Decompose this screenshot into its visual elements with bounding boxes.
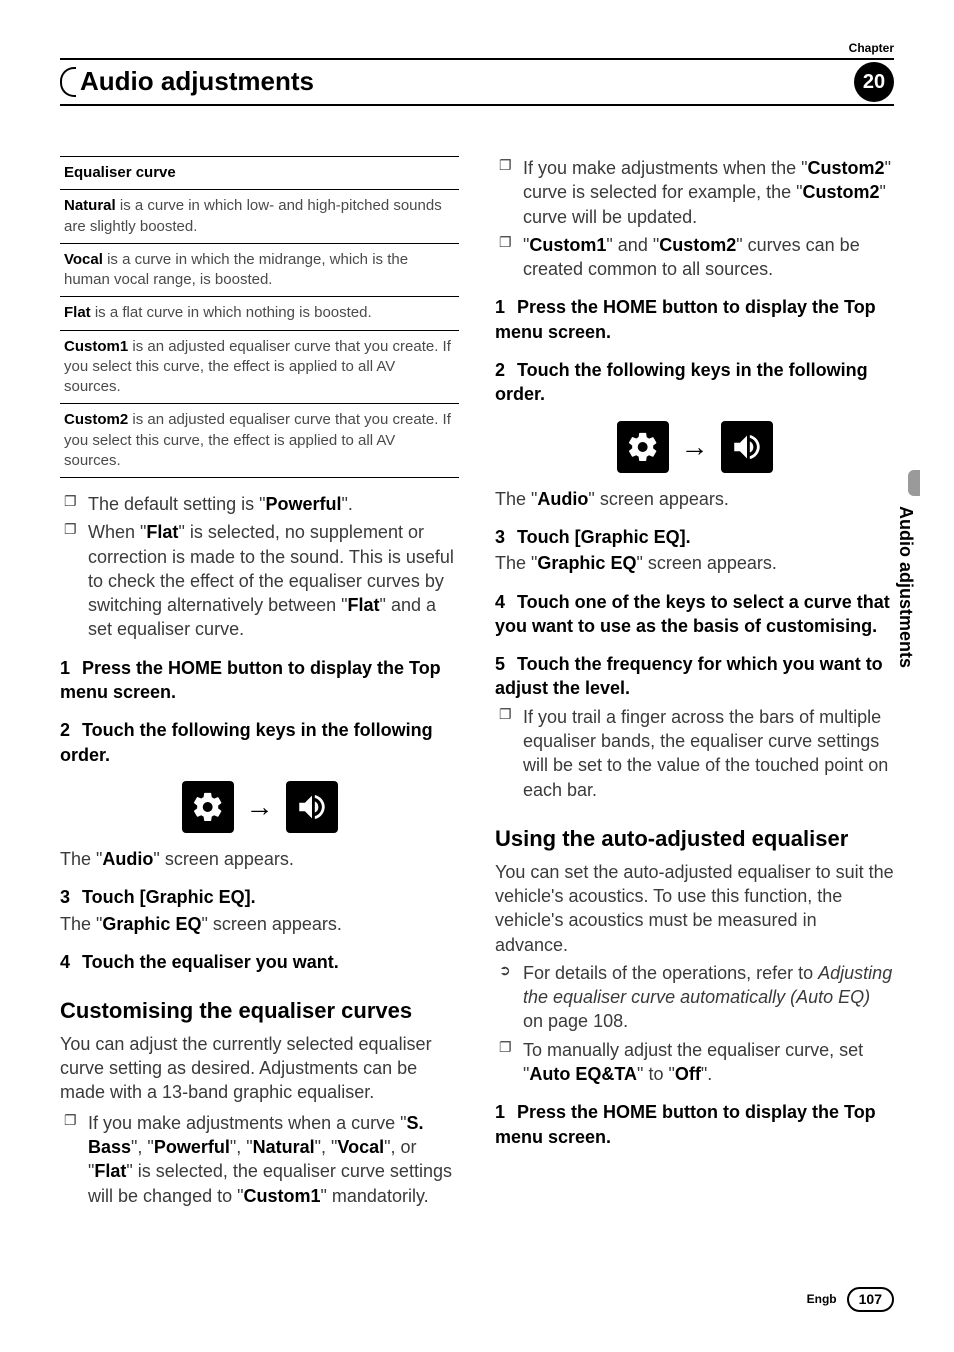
note-bullet: ❐ If you trail a finger across the bars … [499, 705, 894, 802]
bullet-icon: ❐ [64, 1111, 80, 1208]
left-column: Equaliser curve Natural is a curve in wh… [60, 156, 459, 1212]
speaker-icon [721, 421, 773, 473]
body-text: The "Graphic EQ" screen appears. [60, 912, 459, 936]
settings-icon [182, 781, 234, 833]
table-row: Natural is a curve in which low- and hig… [60, 190, 459, 244]
arrow-icon: → [681, 428, 709, 466]
step-heading: 3Touch [Graphic EQ]. [495, 525, 894, 549]
right-column: ❐ If you make adjustments when the "Cust… [495, 156, 894, 1212]
bullet-icon: ❐ [499, 156, 515, 229]
note-bullet: ❐ When "Flat" is selected, no supplement… [64, 520, 459, 641]
chapter-number-badge: 20 [854, 62, 894, 102]
speaker-icon [286, 781, 338, 833]
bullet-icon: ❐ [499, 1038, 515, 1087]
step-heading: 4Touch the equaliser you want. [60, 950, 459, 974]
table-row: Vocal is a curve in which the midrange, … [60, 244, 459, 298]
step-heading: 1Press the HOME button to display the To… [60, 656, 459, 705]
side-tab: Audio adjustments [896, 470, 920, 730]
step-heading: 1Press the HOME button to display the To… [495, 295, 894, 344]
body-text: You can adjust the currently selected eq… [60, 1032, 459, 1105]
note-bullet: ❐ If you make adjustments when a curve "… [64, 1111, 459, 1208]
step-heading: 1Press the HOME button to display the To… [495, 1100, 894, 1149]
step-heading: 5Touch the frequency for which you want … [495, 652, 894, 701]
step-heading: 4Touch one of the keys to select a curve… [495, 590, 894, 639]
table-header: Equaliser curve [60, 157, 459, 190]
page-title: Audio adjustments [60, 64, 846, 99]
bullet-icon: ❐ [499, 705, 515, 802]
table-row: Flat is a flat curve in which nothing is… [60, 297, 459, 330]
step-heading: 2Touch the following keys in the followi… [60, 718, 459, 767]
chapter-header: Audio adjustments 20 [60, 58, 894, 106]
note-bullet: ❐ To manually adjust the equaliser curve… [499, 1038, 894, 1087]
key-sequence: → [60, 781, 459, 833]
body-text: The "Graphic EQ" screen appears. [495, 551, 894, 575]
note-bullet: ❐ If you make adjustments when the "Cust… [499, 156, 894, 229]
reference-icon: ➲ [499, 961, 515, 1034]
note-bullet: ❐ "Custom1" and "Custom2" curves can be … [499, 233, 894, 282]
body-text: The "Audio" screen appears. [60, 847, 459, 871]
table-row: Custom2 is an adjusted equaliser curve t… [60, 404, 459, 477]
bullet-icon: ❐ [64, 520, 80, 641]
settings-icon [617, 421, 669, 473]
page-number: 107 [847, 1287, 894, 1312]
note-bullet: ❐ The default setting is "Powerful". [64, 492, 459, 516]
table-row: Custom1 is an adjusted equaliser curve t… [60, 331, 459, 405]
body-text: You can set the auto-adjusted equaliser … [495, 860, 894, 957]
side-tab-label: Audio adjustments [894, 506, 918, 668]
arrow-icon: → [246, 788, 274, 826]
page-footer: Engb 107 [807, 1287, 894, 1312]
key-sequence: → [495, 421, 894, 473]
bullet-icon: ❐ [64, 492, 80, 516]
section-heading: Customising the equaliser curves [60, 996, 459, 1026]
body-text: The "Audio" screen appears. [495, 487, 894, 511]
step-heading: 2Touch the following keys in the followi… [495, 358, 894, 407]
language-label: Engb [807, 1291, 837, 1307]
equaliser-curve-table: Equaliser curve Natural is a curve in wh… [60, 156, 459, 478]
side-tab-marker [908, 470, 920, 496]
chapter-label: Chapter [849, 40, 894, 56]
reference-bullet: ➲ For details of the operations, refer t… [499, 961, 894, 1034]
bullet-icon: ❐ [499, 233, 515, 282]
section-heading: Using the auto-adjusted equaliser [495, 824, 894, 854]
step-heading: 3Touch [Graphic EQ]. [60, 885, 459, 909]
